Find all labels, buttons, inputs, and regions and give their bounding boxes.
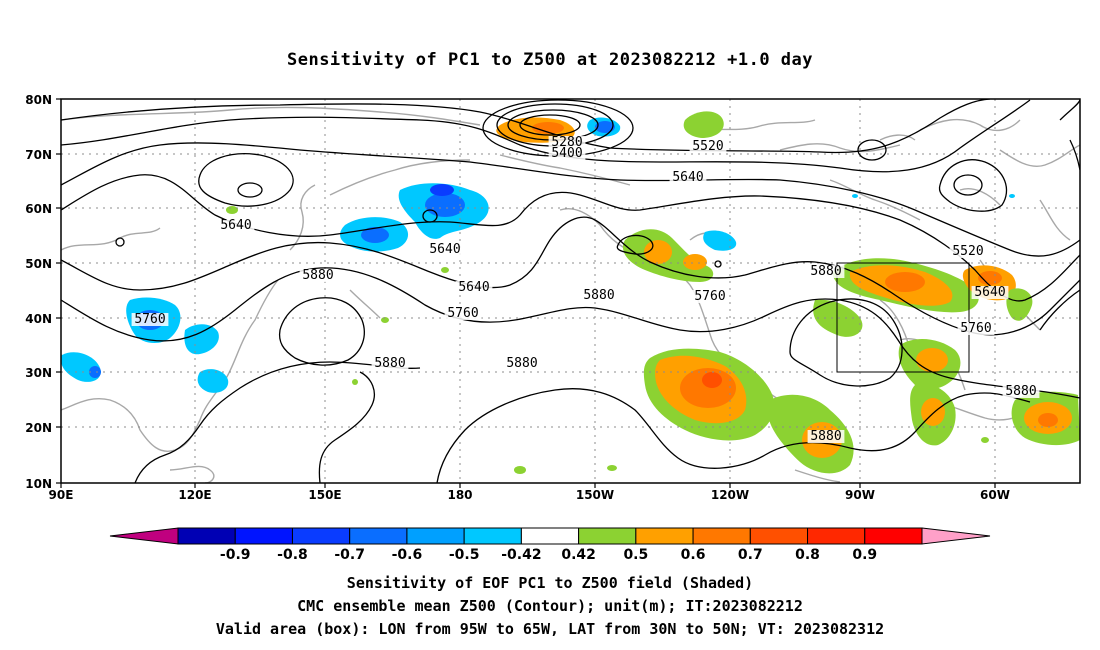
contour-label-bg (971, 286, 1009, 299)
contour-label: 5400 (551, 146, 582, 161)
lat-tick-label: 70N (25, 148, 52, 162)
contour-label: 5760 (694, 289, 725, 304)
colorbar-label: -0.42 (501, 547, 541, 563)
colorbar-swatch (349, 527, 408, 545)
contour-label: 5520 (952, 244, 983, 259)
lat-tick-label: 50N (25, 257, 52, 271)
contour-label-bg (949, 245, 987, 258)
contour-label: 5880 (374, 356, 405, 371)
map-title: Sensitivity of PC1 to Z500 at 2023082212… (286, 50, 813, 70)
lon-tick-label: 90W (845, 488, 875, 502)
colorbar-arrow-left (109, 527, 179, 545)
colorbar-swatch (291, 527, 351, 545)
colorbar-swatch (177, 527, 236, 545)
contour-label: 5880 (583, 288, 614, 303)
contour-label-bg (455, 281, 493, 294)
colorbar-label: 0.7 (738, 547, 763, 563)
contour-label: 5760 (134, 312, 165, 327)
lon-tick-label: 60W (980, 488, 1010, 502)
contour-label-bg (299, 269, 337, 282)
colorbar-label: 0.8 (795, 547, 820, 563)
colorbar-swatch (578, 527, 637, 545)
caption-contour: CMC ensemble mean Z500 (Contour); unit(m… (297, 597, 803, 615)
contour-label-bg (217, 219, 255, 232)
contour-label-bg (689, 140, 727, 153)
contour-label: 5760 (447, 306, 478, 321)
contour-label-bg (669, 171, 707, 184)
lon-tick-label: 180 (447, 488, 472, 502)
lon-tick-label: 150W (576, 488, 614, 502)
lon-tick-labels: 90E 120E 150E 180 150W 120W 90W 60W (49, 488, 1010, 502)
map-frame (60, 98, 1081, 484)
lat-tick-label: 10N (25, 477, 52, 491)
colorbar-label: -0.6 (392, 547, 423, 563)
contour-label: 5640 (458, 280, 489, 295)
colorbar-swatch (807, 527, 866, 545)
contour-label-bg (691, 290, 729, 303)
colorbar-swatch (520, 527, 580, 545)
contour-label: 5640 (672, 170, 703, 185)
colorbar-swatch (406, 527, 465, 545)
caption-shaded: Sensitivity of EOF PC1 to Z500 field (Sh… (346, 574, 754, 592)
colorbar-swatch (749, 527, 809, 545)
valid-area-box (836, 262, 970, 373)
lon-tick-label: 150E (308, 488, 341, 502)
contour-label-bg (444, 307, 482, 320)
contour-label: 5280 (551, 135, 582, 150)
contour-label: 5880 (810, 429, 841, 444)
contour-label: 5640 (220, 218, 251, 233)
colorbar-label: 0.42 (561, 547, 596, 563)
colorbar-label: 0.5 (623, 547, 648, 563)
contour-label-bg (807, 265, 845, 278)
colorbar-arrow-right (921, 527, 991, 545)
contour-label: 5640 (429, 242, 460, 257)
lat-tick-label: 40N (25, 312, 52, 326)
colorbar-swatch (234, 527, 293, 545)
colorbar-label: 0.9 (852, 547, 877, 563)
contour-label: 5880 (302, 268, 333, 283)
colorbar-label: -0.5 (449, 547, 480, 563)
contour-label-bg (503, 357, 541, 370)
contour-label: 5880 (1005, 384, 1036, 399)
contour-label-bg (1002, 385, 1040, 398)
contour-label: 5880 (506, 356, 537, 371)
colorbar-swatch (864, 527, 923, 545)
lat-tick-labels: 80N 70N 60N 50N 40N 30N 20N 10N (25, 93, 52, 491)
colorbar-label: -0.9 (220, 547, 251, 563)
colorbar-swatch (463, 527, 522, 545)
lon-tick-label: 120W (711, 488, 749, 502)
contour-label: 5760 (960, 321, 991, 336)
lon-tick-label: 90E (49, 488, 74, 502)
colorbar: -0.9 -0.8 -0.7 -0.6 -0.5 -0.42 0.42 0.5 0.6 0.7 0.… (109, 527, 991, 563)
lat-tick-label: 30N (25, 366, 52, 380)
contour-label-bg (580, 289, 618, 302)
contour-label-bg (371, 357, 409, 370)
contour-label: 5880 (810, 264, 841, 279)
contour-label-bg (426, 243, 464, 256)
contour-label: 5520 (692, 139, 723, 154)
contour-label-bg (957, 322, 995, 335)
lon-tick-label: 120E (178, 488, 211, 502)
contour-label-bg (131, 313, 169, 326)
colorbar-swatch (635, 527, 694, 545)
caption-valid-area: Valid area (box): LON from 95W to 65W, L… (215, 620, 885, 638)
lat-lon-grid (61, 99, 1080, 483)
contour-label: 5640 (974, 285, 1005, 300)
colorbar-label: 0.6 (681, 547, 706, 563)
lat-tick-label: 60N (25, 202, 52, 216)
colorbar-label: -0.8 (277, 547, 308, 563)
contour-label-bg (548, 147, 586, 160)
colorbar-label: -0.7 (334, 547, 365, 563)
lat-tick-label: 80N (25, 93, 52, 107)
colorbar-swatch (692, 527, 751, 545)
contour-label-bg (548, 136, 586, 149)
contour-label-bg (807, 430, 845, 443)
lat-tick-label: 20N (25, 421, 52, 435)
